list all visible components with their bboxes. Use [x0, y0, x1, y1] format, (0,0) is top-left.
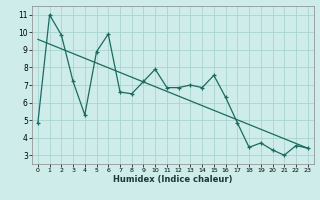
X-axis label: Humidex (Indice chaleur): Humidex (Indice chaleur) [113, 175, 233, 184]
